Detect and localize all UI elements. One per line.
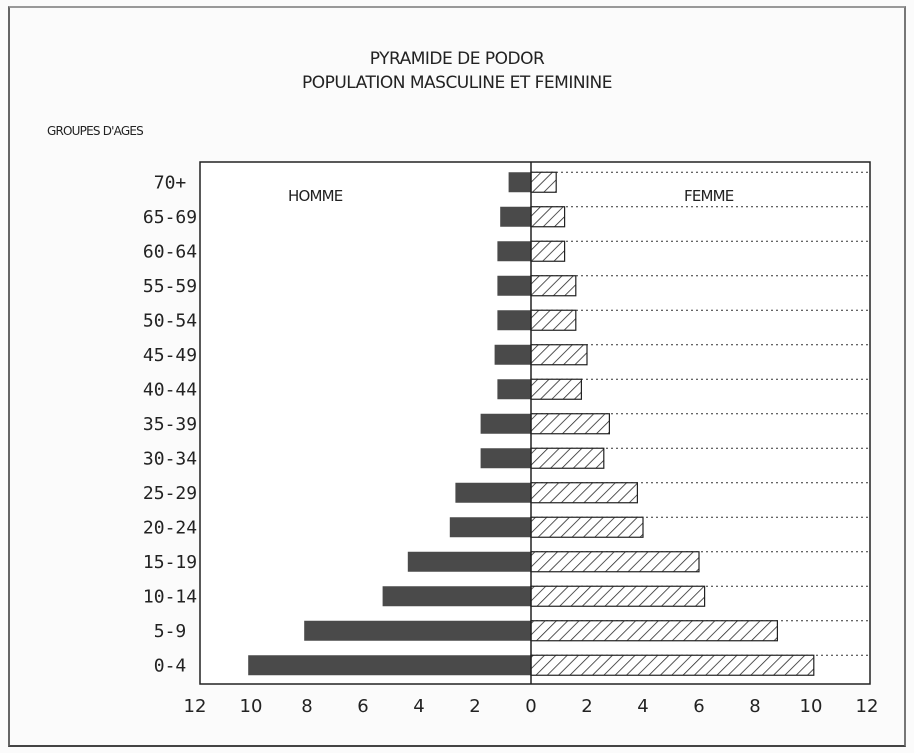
y-tick-label: 70+ — [154, 172, 187, 193]
bar-homme-65-69 — [500, 206, 531, 227]
bar-homme-70+ — [508, 172, 531, 193]
bar-femme-45-49 — [530, 344, 588, 366]
x-tick-label: 6 — [693, 696, 704, 717]
chart-frame — [8, 6, 906, 747]
y-tick-label: 0-4 — [154, 655, 187, 676]
bar-femme-5-9 — [530, 620, 778, 642]
bar-femme-55-59 — [530, 275, 577, 297]
bar-homme-35-39 — [480, 413, 531, 434]
bar-femme-70+ — [530, 171, 557, 193]
y-tick-label: 40-44 — [143, 379, 197, 400]
y-tick-label: 55-59 — [143, 276, 197, 297]
x-tick-label: 10 — [240, 696, 263, 717]
x-tick-label: 12 — [856, 696, 879, 717]
bar-femme-0-4 — [530, 654, 815, 676]
y-tick-label: 30-34 — [143, 448, 197, 469]
bar-homme-0-4 — [248, 655, 531, 676]
chart-title: PYRAMIDE DE PODOR — [369, 49, 545, 69]
x-tick-label: 6 — [357, 696, 368, 717]
y-tick-label: 5-9 — [154, 621, 187, 642]
x-tick-label: 0 — [525, 696, 536, 717]
x-tick-label: 4 — [637, 696, 648, 717]
chart-subtitle: POPULATION MASCULINE ET FEMININE — [301, 73, 613, 93]
x-tick-label: 8 — [301, 696, 312, 717]
bar-femme-10-14 — [530, 585, 706, 607]
bar-femme-15-19 — [530, 551, 700, 573]
bar-femme-35-39 — [530, 413, 611, 435]
y-tick-label: 15-19 — [143, 552, 197, 573]
y-tick-label: 10-14 — [143, 586, 197, 607]
bar-femme-40-44 — [530, 378, 583, 400]
x-tick-label: 2 — [581, 696, 592, 717]
x-tick-label: 10 — [800, 696, 823, 717]
bar-homme-50-54 — [497, 310, 531, 331]
y-axis-label: GROUPES D'AGES — [47, 124, 144, 138]
bar-femme-60-64 — [530, 240, 566, 262]
x-tick-label: 4 — [413, 696, 424, 717]
bar-femme-20-24 — [530, 516, 644, 538]
y-tick-label: 60-64 — [143, 241, 197, 262]
bar-homme-60-64 — [497, 241, 531, 262]
y-tick-label: 45-49 — [143, 345, 197, 366]
y-tick-label: 50-54 — [143, 310, 197, 331]
bar-homme-10-14 — [382, 586, 531, 607]
y-tick-label: 35-39 — [143, 414, 197, 435]
bar-homme-40-44 — [497, 379, 531, 400]
legend-homme: HOMME — [288, 187, 343, 205]
bar-femme-25-29 — [530, 482, 639, 504]
bar-homme-25-29 — [455, 482, 531, 503]
bar-femme-65-69 — [530, 206, 566, 228]
bar-homme-20-24 — [449, 517, 531, 538]
bar-femme-50-54 — [530, 309, 577, 331]
bar-homme-45-49 — [494, 344, 531, 365]
bar-homme-15-19 — [407, 551, 531, 572]
x-tick-label: 8 — [749, 696, 760, 717]
legend-femme: FEMME — [684, 187, 734, 205]
bar-homme-55-59 — [497, 275, 531, 296]
y-tick-label: 65-69 — [143, 207, 197, 228]
y-tick-label: 25-29 — [143, 483, 197, 504]
bar-homme-5-9 — [304, 620, 531, 641]
y-tick-label: 20-24 — [143, 517, 197, 538]
x-tick-label: 12 — [184, 696, 207, 717]
bar-femme-30-34 — [530, 447, 605, 469]
bar-homme-30-34 — [480, 448, 531, 469]
x-tick-label: 2 — [469, 696, 480, 717]
